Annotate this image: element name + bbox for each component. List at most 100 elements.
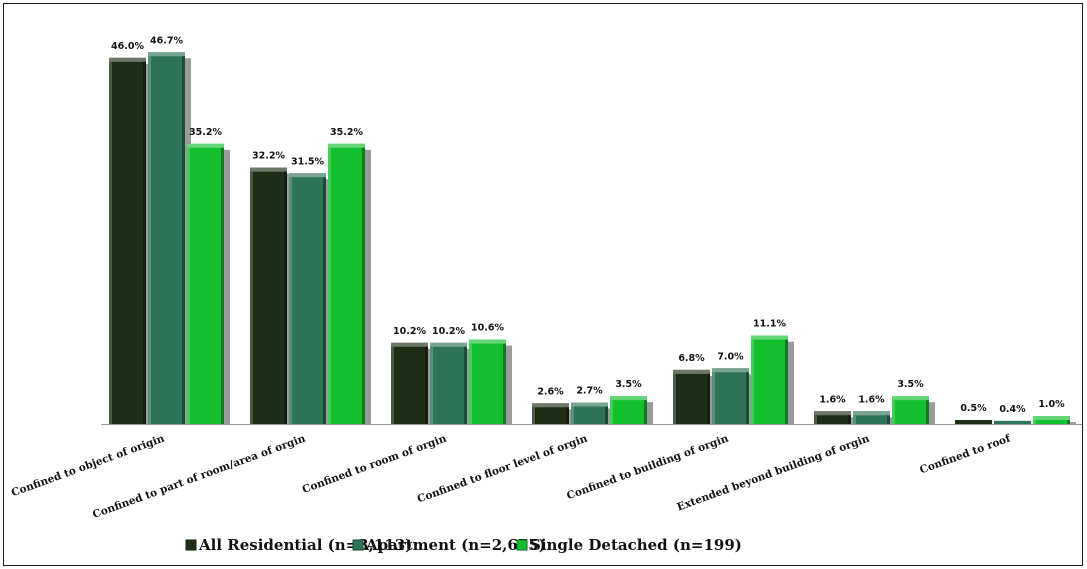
bar <box>892 396 935 424</box>
bars-layer <box>109 52 1076 425</box>
bar-bevel-top <box>109 57 146 62</box>
data-label: 10.2% <box>432 326 465 337</box>
bar-bevel-top <box>1033 416 1070 421</box>
bar <box>469 339 512 424</box>
bar <box>610 396 653 424</box>
bar-shadow <box>224 149 230 425</box>
legend-swatch <box>516 539 528 551</box>
bar-bevel-left <box>610 400 613 424</box>
bar-bevel-right <box>284 171 287 424</box>
bar <box>751 335 794 424</box>
data-label: 10.2% <box>393 326 426 337</box>
legend-swatch <box>185 539 197 551</box>
bar-bevel-left <box>187 147 190 425</box>
bar-bevel-top <box>469 339 506 344</box>
bar-bevel-left <box>673 373 676 424</box>
bar <box>1033 416 1076 424</box>
bar-bevel-right <box>566 407 569 424</box>
bar-bevel-left <box>532 407 535 424</box>
bar-bevel-top <box>289 173 326 178</box>
bar-bevel-top <box>751 335 788 340</box>
bar-bevel-left <box>328 147 331 425</box>
chart-frame: 46.0% 46.7% 35.2% 32.2% 31.5% 35.2% 10.2% 10.2%… <box>3 3 1083 566</box>
bar-bevel-left <box>289 177 292 424</box>
bar-bevel-right <box>1067 420 1070 424</box>
data-label: 11.1% <box>753 319 786 330</box>
bar-shadow <box>365 149 371 425</box>
category-label: Confined to roof <box>918 432 1013 476</box>
bar <box>853 411 896 424</box>
bar <box>148 52 191 424</box>
bar-bevel-top <box>673 369 710 374</box>
bar-bevel-right <box>143 61 146 425</box>
bar-body <box>571 402 608 424</box>
data-label: 1.6% <box>819 394 846 405</box>
bar-bevel-left <box>250 171 253 424</box>
bar-body <box>610 396 647 424</box>
bar-bevel-top <box>712 368 749 373</box>
data-label: 46.7% <box>150 35 183 46</box>
bar-shadow <box>929 402 935 424</box>
bar-bevel-left <box>430 346 433 424</box>
bar-bevel-top <box>430 342 467 347</box>
bar-body <box>391 342 428 424</box>
legend-item: Apartment (n=2,675) <box>352 536 546 554</box>
data-labels-layer: 46.0% 46.7% 35.2% 32.2% 31.5% 35.2% 10.2% 10.2%… <box>111 35 1065 415</box>
data-label: 35.2% <box>330 127 363 138</box>
data-label: 46.0% <box>111 41 144 52</box>
bar-bevel-top <box>391 342 428 347</box>
bar-shadow <box>506 345 512 424</box>
data-label: 32.2% <box>252 151 285 162</box>
legend: All Residential (n=3,113)Apartment (n=2,… <box>185 536 742 554</box>
bar-body <box>532 403 569 424</box>
bar-bevel-left <box>148 56 151 424</box>
data-label: 3.5% <box>615 379 642 390</box>
bar <box>571 402 614 424</box>
bar <box>712 368 755 424</box>
data-label: 1.0% <box>1038 399 1065 410</box>
bar <box>532 403 575 424</box>
bar-bevel-right <box>221 147 224 425</box>
bar-bevel-left <box>469 343 472 424</box>
bar-bevel-left <box>892 400 895 424</box>
bar-bevel-left <box>1033 420 1036 424</box>
data-label: 35.2% <box>189 127 222 138</box>
bar-bevel-right <box>503 343 506 424</box>
bar <box>250 167 293 425</box>
bar-shadow <box>647 402 653 424</box>
bar <box>109 57 152 425</box>
data-label: 6.8% <box>678 353 705 364</box>
data-label: 10.6% <box>471 323 504 334</box>
bar-bevel-left <box>751 339 754 424</box>
data-label: 3.5% <box>897 379 924 390</box>
bar-shadow <box>1070 422 1076 424</box>
data-label: 2.7% <box>576 386 603 397</box>
bar-bevel-top <box>814 411 851 416</box>
data-label: 31.5% <box>291 156 324 167</box>
bar <box>955 420 992 424</box>
bar-body <box>430 342 467 424</box>
bar-bevel-left <box>571 406 574 424</box>
bar-bevel-top <box>610 396 647 401</box>
bar-body <box>109 57 146 425</box>
bar-body <box>712 368 749 424</box>
bar-bevel-right <box>323 177 326 424</box>
legend-label: Single Detached (n=199) <box>530 536 742 554</box>
bar-bevel-left <box>853 415 856 424</box>
category-labels-layer: Confined to object of origin Confined to … <box>10 432 1014 521</box>
bar-bevel-top <box>328 143 365 148</box>
bar-bevel-right <box>362 147 365 425</box>
bar-bevel-right <box>425 346 428 424</box>
bar-body <box>994 420 1031 424</box>
bar-bevel-top <box>853 411 890 416</box>
bar-bevel-left <box>814 415 817 424</box>
legend-label: Apartment (n=2,675) <box>365 536 546 554</box>
bar <box>814 411 857 424</box>
bar-bevel-left <box>712 372 715 424</box>
bar-bevel-right <box>848 415 851 424</box>
bar-bevel-left <box>109 61 112 425</box>
bar-bevel-right <box>707 373 710 424</box>
bar-bevel-top <box>148 52 185 57</box>
bar-bevel-right <box>464 346 467 424</box>
bar-bevel-right <box>182 56 185 424</box>
